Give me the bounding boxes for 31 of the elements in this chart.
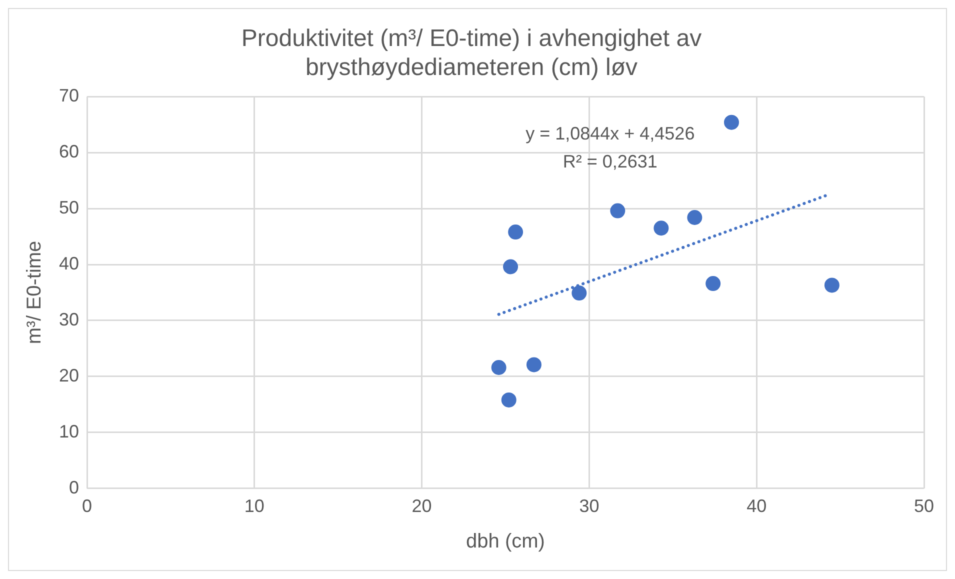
y-tick-label: 10 <box>58 421 80 442</box>
x-axis-title: dbh (cm) <box>466 530 545 553</box>
y-tick-label: 50 <box>58 198 80 218</box>
point <box>687 210 702 225</box>
point <box>824 278 840 293</box>
y-tick-label: 30 <box>58 309 80 330</box>
y-axis-title: m³/ E0-time <box>24 240 46 344</box>
x-tick-label: 30 <box>579 496 600 516</box>
x-tick-label: 20 <box>412 496 432 516</box>
chart-title: Produktivitet (m³/ E0-time) i avhengighet av brysthøydediameteren (cm) løv <box>241 25 702 81</box>
x-tick-label: 0 <box>82 496 92 516</box>
annotation: R² = 0,2631 <box>562 152 658 172</box>
y-tick-label: 0 <box>69 477 80 498</box>
point <box>706 276 721 292</box>
point <box>654 220 669 236</box>
point <box>501 392 516 408</box>
point <box>508 224 524 240</box>
point <box>610 203 626 218</box>
x-tick-label: 40 <box>746 496 767 516</box>
y-tick-label: 70 <box>58 86 80 106</box>
y-tick-label: 20 <box>58 365 80 386</box>
x-tick-label: 10 <box>244 496 264 516</box>
annotation: y = 1,0844x + 4,4526 <box>526 124 695 144</box>
point <box>526 357 542 372</box>
y-tick-label: 40 <box>58 253 80 274</box>
point <box>724 114 739 130</box>
point <box>491 360 506 375</box>
x-tick-label: 50 <box>914 496 934 516</box>
point <box>572 286 587 301</box>
point <box>503 259 518 274</box>
y-tick-label: 60 <box>58 142 80 162</box>
